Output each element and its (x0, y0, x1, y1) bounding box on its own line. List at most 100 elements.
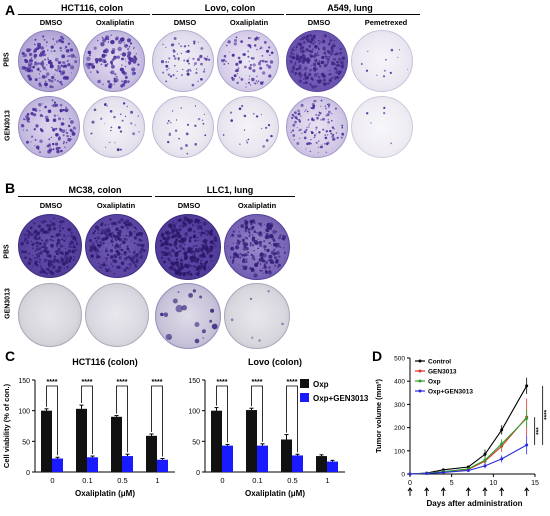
colony-dot (133, 231, 136, 233)
colony-dot (324, 49, 326, 51)
colony-dot (91, 120, 95, 124)
colony-dot (132, 261, 136, 265)
colony-dot (107, 223, 110, 226)
colony-dot (313, 134, 317, 137)
colony-dot (168, 67, 170, 69)
colony-dot (128, 268, 130, 270)
colony-dot (88, 54, 91, 57)
a-col-dmso-1: DMSO (39, 18, 63, 27)
colony-dot (340, 136, 343, 139)
data-point (483, 464, 487, 468)
colony-dot (97, 243, 102, 248)
colony-dot (330, 49, 334, 53)
colony-dot (46, 72, 50, 76)
colony-dot (37, 62, 40, 65)
colony-dot (33, 113, 37, 117)
colony-dot (109, 270, 112, 272)
colony-dot (382, 75, 386, 78)
colony-dot (58, 117, 61, 121)
colony-dot (232, 259, 235, 262)
colony-dot (229, 51, 231, 53)
colony-dot (116, 250, 120, 254)
colony-dot (305, 128, 308, 131)
colony-dot (331, 126, 335, 129)
colony-dot (75, 241, 78, 243)
colony-dot (197, 57, 199, 59)
colony-dot (106, 233, 108, 235)
colony-dot (324, 134, 327, 136)
colony-dot (331, 119, 333, 122)
colony-dot (27, 261, 32, 265)
colony-dot (242, 259, 246, 263)
colony-dot (255, 231, 258, 234)
y-tick-label: 100 (18, 409, 30, 416)
colony-dot (383, 112, 386, 115)
colony-dot (113, 245, 118, 250)
colony-dot (251, 256, 256, 260)
colony-dot (113, 83, 116, 86)
colony-dot (191, 254, 194, 256)
colony-dot (175, 77, 178, 80)
colony-dot (304, 110, 306, 113)
colony-dot (282, 247, 285, 249)
colony-dot (130, 110, 134, 114)
colony-dot (245, 258, 248, 261)
colony-dot (311, 106, 315, 110)
colony-dot (197, 41, 199, 43)
legend-label: Oxp (313, 380, 329, 389)
colony-dot (192, 249, 197, 254)
colony-dot (195, 244, 198, 247)
colony-dot (123, 71, 127, 76)
colony-dot (205, 242, 208, 245)
colony-dot (243, 129, 246, 131)
colony-dot (70, 53, 75, 58)
bar-oxp (246, 410, 257, 472)
colony-dot (232, 255, 236, 259)
y-axis-label: Tumor volume (mm³) (374, 378, 383, 453)
colony-dot (121, 80, 124, 83)
colony-dot (34, 62, 38, 66)
colony-dot (269, 233, 274, 238)
colony-dot (167, 258, 171, 262)
colony-dot (301, 60, 305, 64)
colony-dot (130, 240, 132, 242)
colony-dot (46, 64, 48, 66)
colony-dot (104, 103, 107, 106)
colony-dot (327, 134, 329, 136)
colony-dot (63, 239, 66, 243)
colony-dot (341, 132, 345, 136)
data-point (483, 458, 487, 462)
colony-dot (317, 152, 319, 154)
colony-dot (101, 53, 106, 58)
colony-dot (398, 49, 400, 51)
colony-dot (126, 227, 129, 230)
colony-dot (328, 73, 330, 76)
colony-dot (105, 146, 107, 148)
colony-dot (257, 222, 260, 225)
panel-d-tumor-growth-chart: 0 100 200 300 400 500 0 5 10 15 Tumor volume (mm³)… (374, 356, 550, 509)
colony-dot (247, 138, 250, 141)
colony-dot (322, 78, 326, 82)
colony-dot (34, 262, 38, 266)
colony-dot (300, 115, 302, 117)
colony-dot (200, 259, 203, 262)
colony-dot (321, 55, 325, 60)
colony-dot (26, 140, 29, 144)
colony-dot (383, 106, 386, 109)
mc38-underline (18, 196, 152, 197)
colony-dot (166, 247, 170, 251)
colony-dot (175, 260, 179, 265)
x-axis-label: Days after administration (426, 499, 522, 508)
colony-dot (124, 58, 126, 60)
colony-dot (59, 47, 62, 50)
colony-dot (265, 126, 268, 129)
colony-dot (127, 80, 130, 83)
colony-dot (47, 144, 52, 148)
colony-dot (206, 251, 210, 255)
colony-dot (38, 73, 41, 75)
colony-dot (192, 234, 197, 239)
colony-dot (88, 239, 92, 243)
colony-dot (42, 249, 46, 253)
colony-dot (336, 136, 339, 139)
colony-dot (201, 119, 204, 122)
